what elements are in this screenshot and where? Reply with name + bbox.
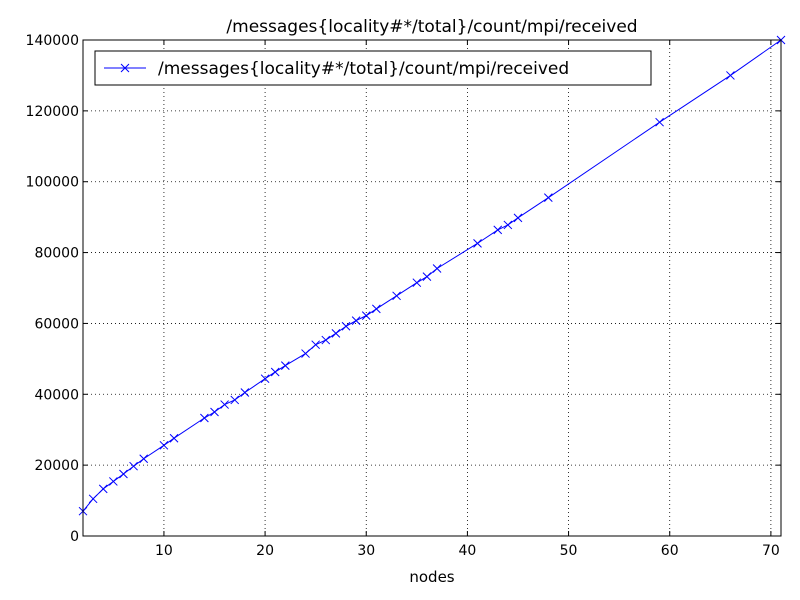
data-point-marker [412,278,422,288]
y-tick-label: 40000 [34,387,79,403]
data-point-marker [321,335,331,345]
data-point-marker [726,71,735,80]
y-tick-label: 0 [70,529,79,545]
legend-marker-x [120,63,130,73]
data-point-marker [88,494,98,504]
data-point-marker [200,413,209,423]
data-point-marker [331,328,341,338]
y-tick-label: 20000 [34,458,79,474]
series-layer [78,35,786,516]
chart-title: /messages{locality#*/total}/count/mpi/re… [226,17,637,37]
y-tick-label: 60000 [34,316,79,332]
y-tick-label: 100000 [26,175,79,191]
data-point-marker [270,367,280,377]
data-point-marker [311,340,321,350]
data-point-marker [240,388,250,397]
x-tick-label: 30 [357,543,375,559]
legend: /messages{locality#*/total}/count/mpi/re… [94,50,652,86]
data-point-marker [361,311,371,320]
y-tick-label: 140000 [26,33,79,49]
data-point-marker [129,461,138,471]
grid-lines [83,40,781,536]
data-point-marker [473,239,482,248]
data-point-marker [543,193,553,203]
x-tick-label: 40 [458,543,476,559]
data-point-marker [372,304,381,314]
x-tick-label: 50 [560,543,578,559]
data-point-marker [280,361,290,370]
x-axis-label: nodes [409,568,454,586]
data-point-marker [119,469,128,479]
data-point-marker [493,225,503,235]
data-point-marker [220,400,229,409]
plot-frame [82,39,782,537]
data-point-marker [98,484,108,494]
data-point-marker [159,440,169,450]
y-tick-label: 80000 [34,246,79,262]
data-point-marker [432,264,442,273]
data-point-marker [503,220,513,230]
x-tick-label: 60 [661,543,679,559]
axis-ticks [83,39,781,537]
data-point-marker [655,117,664,127]
tick-labels: 10 20 30 40 50 60 70 0 20000 40000 60000 80000 10000… [26,33,780,559]
data-point-marker [301,349,310,358]
data-point-marker [169,433,179,443]
y-tick-label: 120000 [26,104,79,120]
legend-marker-x-icon [120,63,130,73]
data-point-marker [351,316,361,325]
legend-box [94,50,652,86]
data-point-marker [139,454,149,464]
data-point-marker [230,395,240,405]
x-tick-label: 20 [256,543,274,559]
x-tick-label: 10 [155,543,173,559]
data-point-marker [422,272,432,282]
legend-entry-label: /messages{locality#*/total}/count/mpi/re… [158,59,569,79]
data-point-marker [513,213,523,223]
data-point-marker [108,477,118,486]
data-point-marker [210,407,219,417]
data-point-marker [260,374,270,384]
x-tick-label: 70 [762,543,780,559]
data-point-marker [392,291,401,301]
data-point-marker [341,321,351,331]
